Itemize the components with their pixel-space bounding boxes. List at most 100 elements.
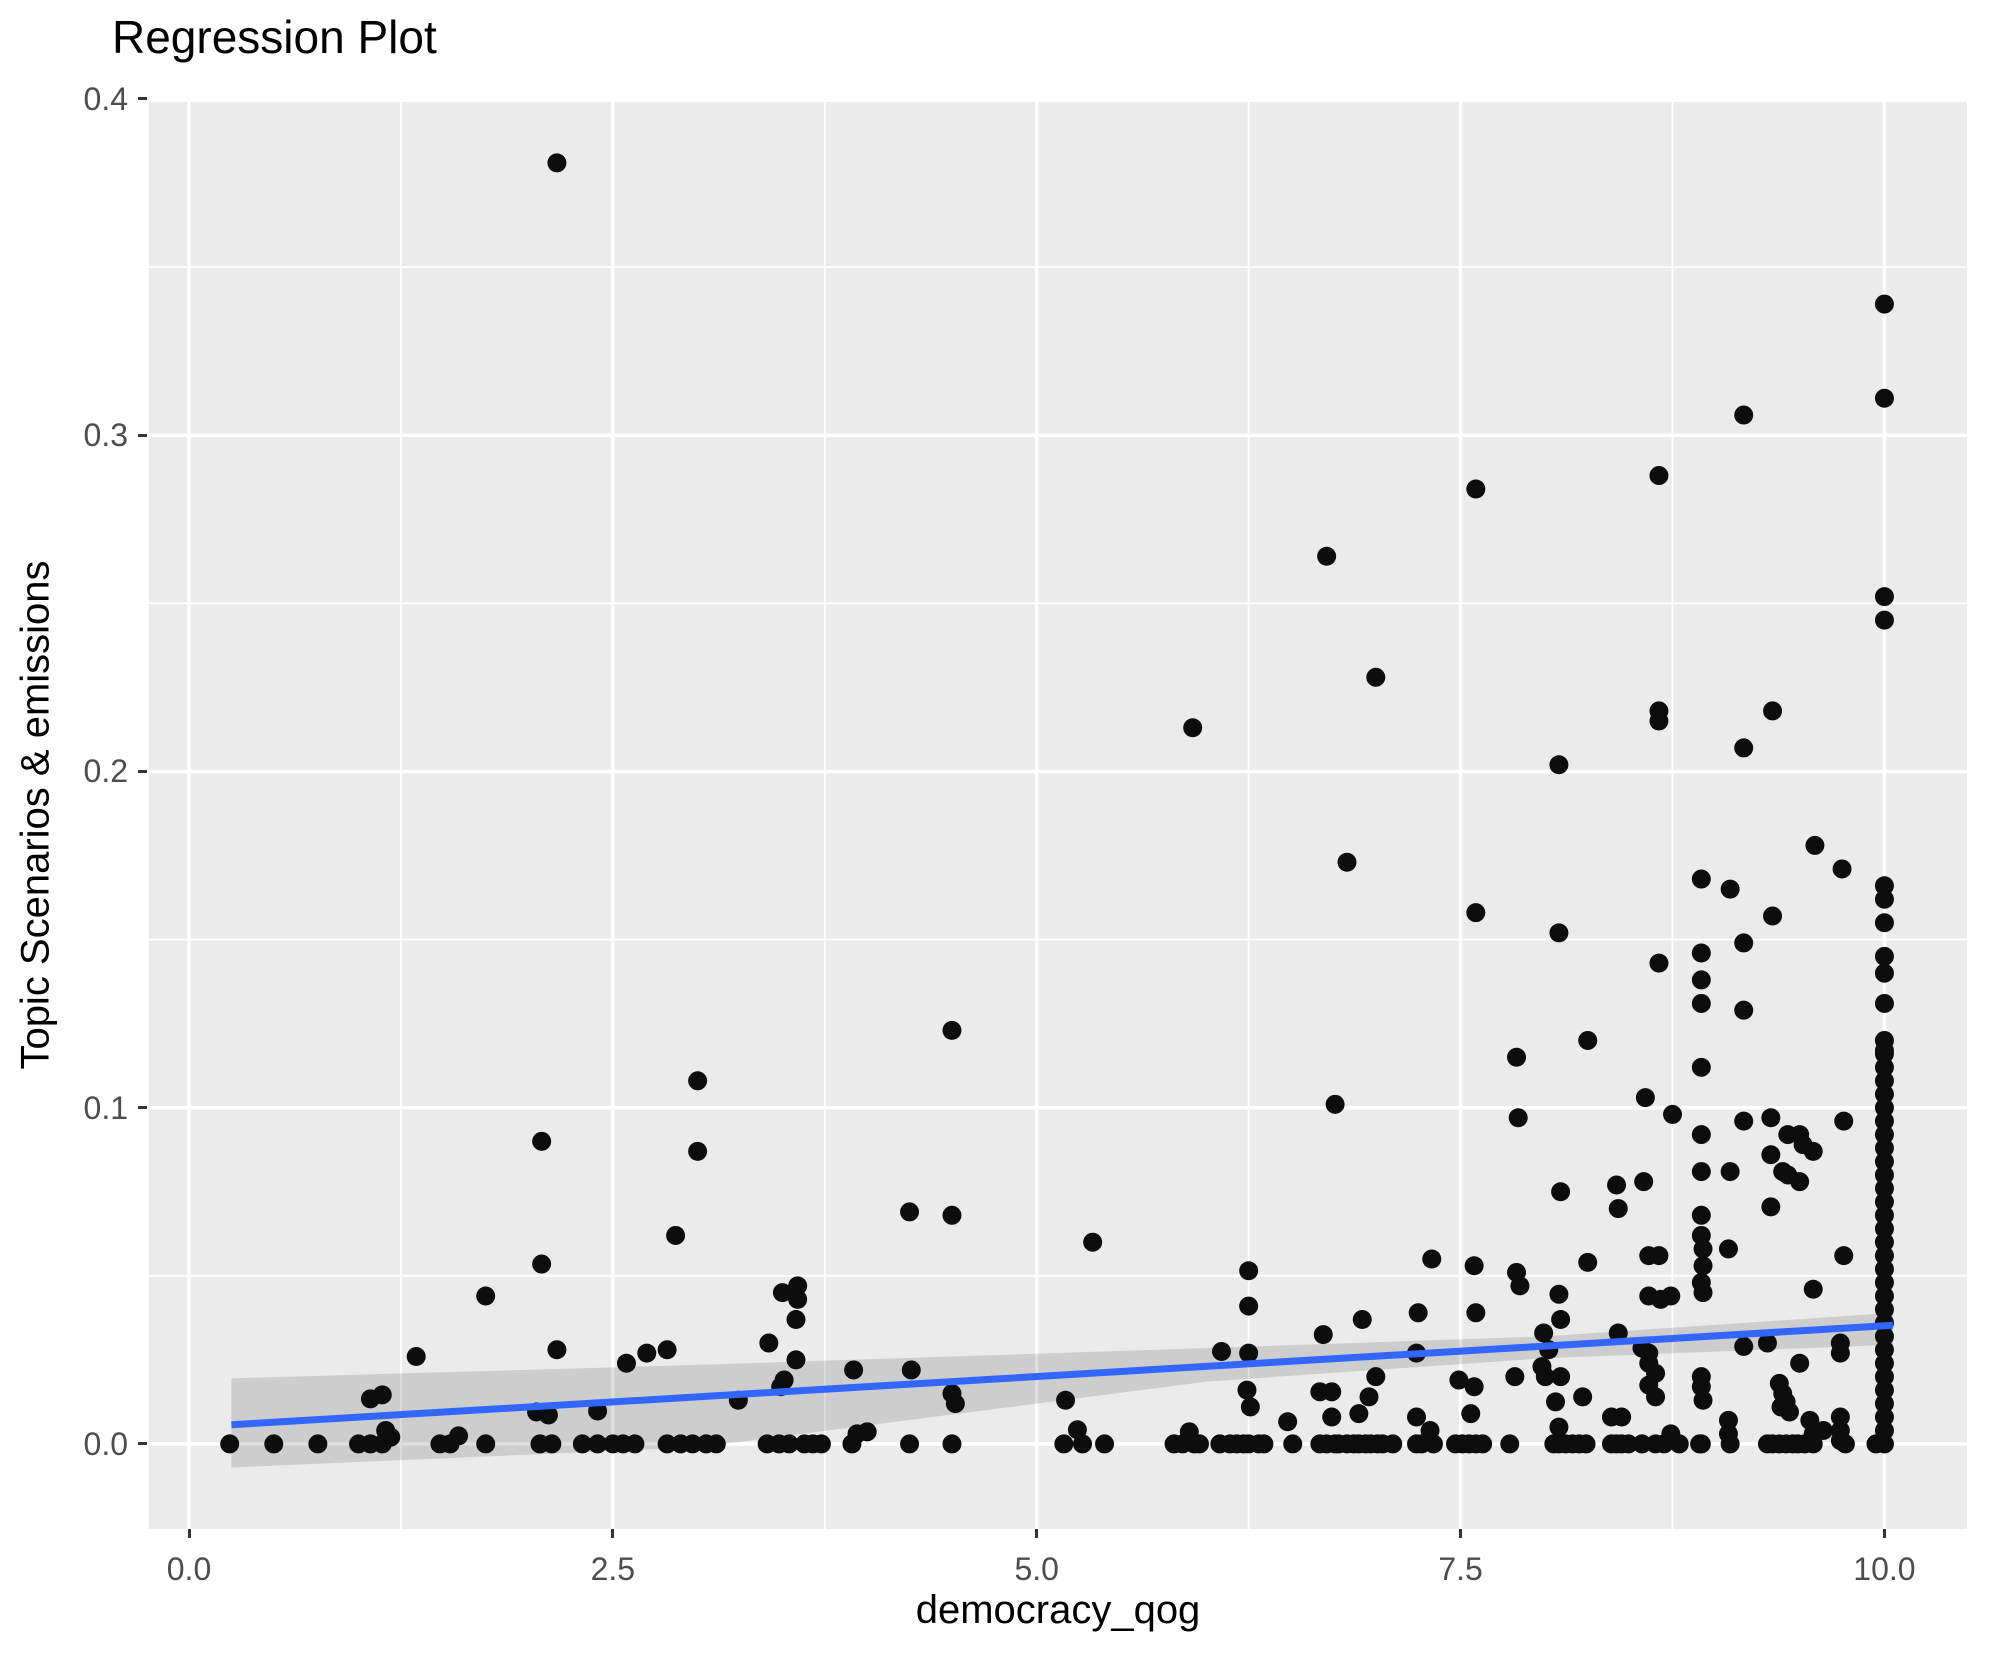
data-point — [1834, 1246, 1854, 1266]
data-point — [1874, 587, 1894, 607]
data-point — [779, 1434, 799, 1454]
data-point — [900, 1434, 920, 1454]
data-point — [1693, 1283, 1713, 1303]
data-point — [1072, 1434, 1092, 1454]
data-point — [1874, 1178, 1894, 1198]
data-point — [1500, 1434, 1520, 1454]
data-point — [1422, 1249, 1442, 1269]
y-tick-label: 0.0 — [83, 1425, 128, 1462]
data-point — [1835, 1434, 1855, 1454]
data-point — [1366, 667, 1386, 687]
data-point — [1720, 879, 1740, 899]
data-point — [945, 1394, 965, 1414]
data-point — [1874, 1192, 1894, 1212]
data-point — [1669, 1434, 1689, 1454]
data-point — [1612, 1407, 1632, 1427]
data-point — [1874, 913, 1894, 933]
data-point — [1510, 1276, 1530, 1296]
y-tick-mark — [138, 97, 147, 101]
x-tick-mark — [1459, 1529, 1463, 1538]
data-point — [1874, 1420, 1894, 1440]
y-axis-title: Topic Scenarios & emissions — [13, 560, 58, 1070]
data-point — [688, 1071, 708, 1091]
data-point — [759, 1333, 779, 1353]
data-point — [1691, 1057, 1711, 1077]
data-point — [1056, 1390, 1076, 1410]
data-point — [1634, 1172, 1654, 1192]
data-point — [625, 1434, 645, 1454]
data-point — [1383, 1434, 1403, 1454]
data-point — [1608, 1199, 1628, 1219]
data-point — [1803, 1141, 1823, 1161]
data-point — [1874, 1205, 1894, 1225]
data-point — [1874, 1286, 1894, 1306]
data-point — [1693, 1390, 1713, 1410]
data-point — [1691, 993, 1711, 1013]
data-point — [1239, 1261, 1259, 1281]
data-point — [1095, 1434, 1115, 1454]
data-point — [1649, 1246, 1669, 1266]
data-point — [1718, 1239, 1738, 1259]
data-point — [786, 1310, 806, 1330]
data-point — [572, 1434, 592, 1454]
data-point — [942, 1434, 962, 1454]
data-point — [788, 1289, 808, 1309]
data-point — [1473, 1434, 1493, 1454]
data-point — [476, 1286, 496, 1306]
data-point — [901, 1360, 921, 1380]
data-point — [788, 1276, 808, 1296]
data-point — [440, 1434, 460, 1454]
data-point — [476, 1434, 496, 1454]
data-point — [1790, 1172, 1810, 1192]
data-point — [1874, 1353, 1894, 1373]
data-point — [900, 1202, 920, 1222]
data-point — [1874, 388, 1894, 408]
data-point — [1790, 1353, 1810, 1373]
data-point — [1734, 1000, 1754, 1020]
data-point — [1551, 1182, 1571, 1202]
data-point — [1874, 1407, 1894, 1427]
data-point — [1734, 738, 1754, 758]
plot-title: Regression Plot — [112, 11, 437, 63]
data-point — [372, 1434, 392, 1454]
data-point — [1505, 1367, 1525, 1387]
data-point — [1720, 1434, 1740, 1454]
data-point — [1551, 1310, 1571, 1330]
data-point — [1083, 1232, 1103, 1252]
data-point — [547, 1340, 567, 1360]
data-point — [1874, 1232, 1894, 1252]
data-point — [1054, 1434, 1074, 1454]
data-point — [1874, 1084, 1894, 1104]
data-point — [1693, 1239, 1713, 1259]
data-point — [1573, 1387, 1593, 1407]
y-tick-label: 0.3 — [83, 417, 128, 454]
y-tick-label: 0.4 — [83, 80, 128, 117]
data-point — [1366, 1367, 1386, 1387]
data-point — [1874, 1151, 1894, 1171]
data-point — [616, 1353, 636, 1373]
data-point — [1507, 1047, 1527, 1067]
x-tick-label: 10.0 — [1853, 1551, 1916, 1587]
data-point — [1874, 889, 1894, 909]
data-point — [1874, 1219, 1894, 1239]
data-point — [1761, 1145, 1781, 1165]
data-point — [1283, 1434, 1303, 1454]
data-point — [1546, 1392, 1566, 1412]
data-point — [666, 1225, 686, 1245]
data-point — [942, 1020, 962, 1040]
data-point — [1464, 1256, 1484, 1276]
y-tick-label: 0.2 — [83, 753, 128, 790]
data-point — [1874, 294, 1894, 314]
data-point — [683, 1434, 703, 1454]
data-point — [1449, 1370, 1469, 1390]
x-axis-title: democracy_qog — [915, 1588, 1201, 1632]
data-point — [1237, 1380, 1257, 1400]
data-point — [1691, 1125, 1711, 1145]
data-point — [1779, 1402, 1799, 1422]
data-point — [588, 1434, 608, 1454]
data-point — [1874, 1071, 1894, 1091]
data-point — [308, 1434, 328, 1454]
data-point — [1691, 869, 1711, 889]
data-point — [1663, 1104, 1683, 1124]
